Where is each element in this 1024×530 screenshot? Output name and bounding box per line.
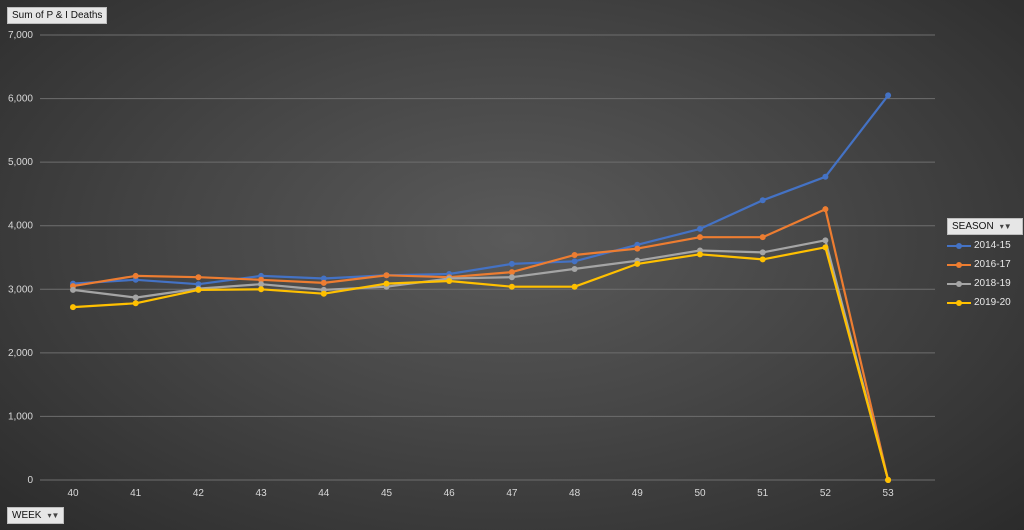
x-tick-label: 51 [757, 488, 769, 499]
data-point[interactable] [571, 283, 578, 290]
x-axis: 40 41 42 43 44 45 46 47 48 49 50 51 52 53 [67, 488, 894, 499]
data-point[interactable] [697, 225, 703, 232]
legend-label: 2016-17 [974, 259, 1011, 270]
data-point[interactable] [822, 244, 829, 251]
data-point[interactable] [822, 237, 829, 244]
data-point[interactable] [446, 278, 453, 285]
value-field-label: Sum of P & I Deaths [12, 10, 103, 21]
x-tick-label: 48 [569, 488, 581, 499]
data-point[interactable] [258, 286, 265, 293]
legend-item[interactable]: 2018-19 [947, 274, 1011, 293]
data-point[interactable] [885, 92, 892, 99]
series-line [72, 239, 890, 481]
data-point[interactable] [195, 286, 202, 293]
data-point[interactable] [885, 477, 892, 483]
data-point[interactable] [822, 173, 829, 180]
data-point[interactable] [132, 294, 139, 301]
filter-icon: ▾▼ [47, 511, 60, 520]
data-point[interactable] [508, 269, 515, 276]
data-point[interactable] [195, 274, 202, 281]
legend-marker-icon [947, 260, 971, 270]
data-point[interactable] [759, 234, 766, 241]
x-tick-label: 49 [632, 488, 644, 499]
x-tick-label: 43 [256, 488, 268, 499]
series-line [72, 94, 889, 286]
data-point[interactable] [571, 251, 578, 258]
y-tick-label: 6,000 [8, 94, 33, 105]
data-point[interactable] [759, 256, 766, 263]
legend-item[interactable]: 2014-15 [947, 236, 1011, 255]
legend-item[interactable]: 2019-20 [947, 293, 1011, 312]
data-point[interactable] [508, 260, 515, 267]
x-tick-label: 50 [694, 488, 706, 499]
data-point[interactable] [320, 279, 327, 286]
season-filter-label: SEASON [952, 221, 994, 232]
legend-marker-icon [947, 241, 971, 251]
data-point[interactable] [759, 197, 766, 204]
week-filter-label: WEEK [12, 510, 42, 521]
legend-label: 2019-20 [974, 297, 1011, 308]
data-point[interactable] [571, 258, 578, 265]
x-tick-label: 53 [883, 488, 895, 499]
series-lines [70, 92, 892, 483]
x-tick-label: 47 [506, 488, 518, 499]
data-point[interactable] [697, 234, 703, 241]
y-tick-label: 0 [27, 475, 33, 486]
x-tick-label: 45 [381, 488, 393, 499]
data-point[interactable] [508, 274, 515, 281]
gridlines [40, 34, 935, 481]
data-point[interactable] [697, 251, 703, 258]
y-axis: 0 1,000 2,000 3,000 4,000 5,000 6,000 7,000 [8, 30, 33, 486]
data-point[interactable] [132, 272, 139, 279]
y-tick-label: 5,000 [8, 157, 33, 168]
series-2019-20 [70, 244, 892, 483]
data-point[interactable] [320, 275, 327, 282]
data-point[interactable] [759, 249, 766, 256]
data-point[interactable] [634, 260, 641, 267]
week-filter-button[interactable]: WEEK ▾▼ [7, 507, 65, 524]
data-point[interactable] [70, 286, 76, 293]
filter-icon: ▾▼ [999, 222, 1012, 231]
data-point[interactable] [258, 276, 265, 283]
data-point[interactable] [320, 290, 327, 297]
legend-label: 2018-19 [974, 278, 1011, 289]
legend: 2014-15 2016-17 2018-19 2019-20 [947, 236, 1011, 312]
data-point[interactable] [383, 272, 390, 279]
y-tick-label: 3,000 [8, 284, 33, 295]
legend-marker-icon [947, 298, 971, 308]
data-point[interactable] [70, 304, 76, 311]
x-tick-label: 41 [130, 488, 142, 499]
value-field-button[interactable]: Sum of P & I Deaths [7, 7, 108, 24]
legend-item[interactable]: 2016-17 [947, 255, 1011, 274]
data-point[interactable] [571, 265, 578, 272]
data-point[interactable] [258, 281, 265, 288]
x-tick-label: 40 [67, 488, 79, 499]
y-tick-label: 7,000 [8, 30, 33, 41]
legend-marker-icon [947, 279, 971, 289]
data-point[interactable] [508, 283, 515, 290]
data-point[interactable] [383, 280, 390, 287]
y-tick-label: 2,000 [8, 348, 33, 359]
data-point[interactable] [634, 245, 641, 252]
series-line [72, 246, 890, 481]
data-point[interactable] [822, 206, 829, 213]
y-tick-label: 1,000 [8, 411, 33, 422]
x-tick-label: 44 [318, 488, 330, 499]
series-line [72, 208, 890, 481]
season-filter-button[interactable]: SEASON ▾▼ [947, 218, 1023, 235]
y-tick-label: 4,000 [8, 221, 33, 232]
data-point[interactable] [195, 281, 202, 288]
legend-label: 2014-15 [974, 240, 1011, 251]
x-tick-label: 46 [444, 488, 456, 499]
x-tick-label: 52 [820, 488, 832, 499]
data-point[interactable] [132, 300, 139, 307]
series-2016-17 [70, 206, 892, 483]
x-tick-label: 42 [193, 488, 205, 499]
